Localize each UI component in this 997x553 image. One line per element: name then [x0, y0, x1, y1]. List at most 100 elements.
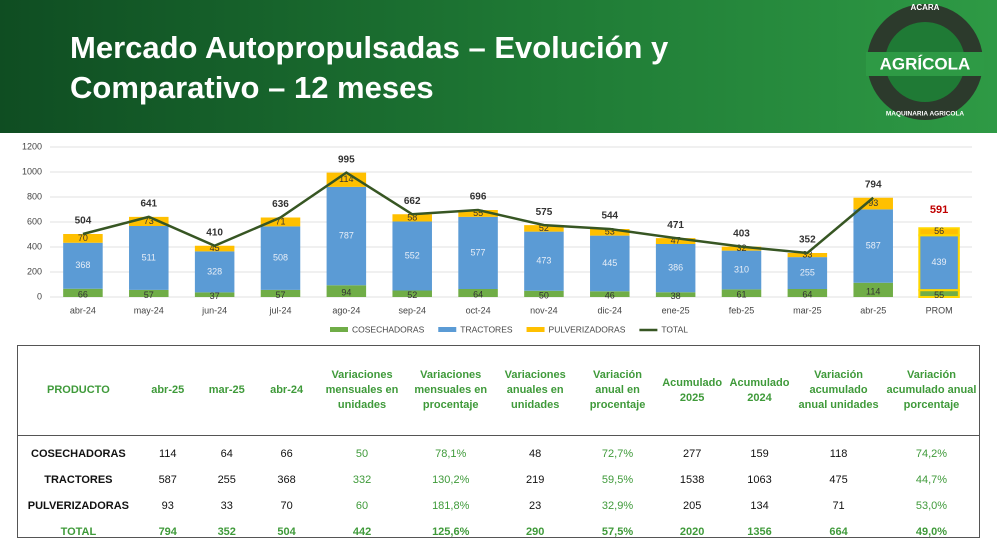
table-cell: 368	[277, 474, 296, 486]
bar-segment	[63, 234, 103, 243]
column-header: Variaciones mensuales en unidades	[316, 346, 408, 436]
x-tick-label: ago-24	[332, 305, 360, 315]
y-tick-label: 400	[27, 241, 42, 251]
bar-segment	[853, 209, 893, 283]
table-cell: 74,2%	[915, 448, 948, 460]
data-label: 552	[405, 250, 420, 260]
total-label: 696	[470, 192, 487, 203]
table-cell: 66	[280, 448, 293, 460]
data-label: 38	[671, 291, 681, 301]
data-label: 114	[866, 286, 880, 296]
bar-segment	[655, 238, 696, 244]
bar-segment	[853, 282, 893, 297]
x-tick-label: may-24	[134, 305, 164, 315]
column-header: PRODUCTO	[18, 346, 139, 436]
data-label: 71	[275, 216, 285, 226]
bar-segment	[590, 229, 630, 236]
bar-segment	[194, 251, 235, 293]
table-cell: 664	[829, 526, 848, 538]
total-label: 544	[601, 211, 618, 222]
legend-label: TOTAL	[661, 324, 688, 334]
table-cell: 205	[682, 500, 702, 512]
bar-segment	[787, 253, 828, 258]
title: Comparativo – 12 meses	[70, 70, 434, 105]
table-cell: 49,0%	[915, 526, 948, 538]
x-tick-label: jun-24	[201, 305, 227, 315]
x-tick-label: nov-24	[530, 305, 558, 315]
bar-segment	[458, 289, 498, 297]
logo-band	[866, 52, 984, 76]
total-label: 641	[140, 199, 157, 210]
title: Mercado Autopropulsadas – Evolución y	[70, 30, 669, 65]
data-label: 50	[539, 290, 549, 300]
data-label: 328	[207, 266, 222, 276]
bar-segment	[392, 221, 432, 291]
bar-segment	[918, 234, 960, 292]
bar-segment	[655, 292, 696, 297]
bar-segment	[590, 291, 630, 297]
data-label: 52	[539, 223, 549, 233]
total-label: 410	[206, 227, 223, 238]
bar-segment	[260, 226, 301, 290]
table-cell: 125,6%	[432, 526, 470, 538]
data-label: 57	[144, 290, 154, 300]
total-label: 403	[733, 228, 750, 239]
data-label: 53	[605, 227, 615, 237]
table: PRODUCTO abr-25 mar-25 abr-24 Variaciones me…	[17, 345, 980, 538]
table-cell: COSECHADORAS	[31, 448, 126, 460]
data-table: PRODUCTO abr-25 mar-25 abr-24 Variaciones me…	[18, 346, 979, 545]
table-row: TOTAL 794 352 504 442 125,6% 290 57,5% 2020 1356 6…	[18, 519, 979, 545]
y-tick-label: 200	[27, 266, 42, 276]
bar-segment	[721, 246, 762, 251]
data-label: 445	[602, 258, 617, 268]
bar-segment	[721, 289, 762, 297]
table-cell: 53,0%	[915, 500, 948, 512]
bar-segment	[918, 227, 960, 237]
x-tick-label: PROM	[926, 305, 953, 315]
data-label: 511	[142, 252, 156, 262]
total-label: 662	[404, 196, 421, 207]
table-cell: 57,5%	[601, 526, 634, 538]
total-label: 636	[272, 199, 289, 210]
bar-segment	[63, 288, 103, 297]
y-tick-label: 1200	[22, 141, 42, 151]
column-header: Variación anual en procentaje	[576, 346, 659, 436]
data-label: 32	[736, 243, 746, 253]
table-cell: 118	[829, 448, 848, 460]
prom-total-label: 591	[930, 204, 948, 216]
data-label: 577	[471, 247, 486, 257]
bar-segment	[655, 244, 696, 293]
column-header: abr-24	[256, 346, 317, 436]
bar-segment	[326, 172, 367, 187]
x-tick-label: jul-24	[268, 305, 291, 315]
bar-segment	[787, 257, 828, 289]
column-header: Acumulado 2024	[725, 346, 794, 436]
table-cell: 2020	[679, 526, 705, 538]
bar-segment	[787, 289, 828, 297]
data-label: 37	[210, 291, 220, 301]
table-cell: 219	[526, 474, 545, 486]
bar-segment	[63, 242, 103, 289]
bar-segment	[194, 245, 235, 252]
y-tick-label: 0	[37, 291, 42, 301]
table-cell: 59,5%	[601, 474, 634, 486]
table-cell: 71	[832, 500, 845, 512]
bar-segment	[853, 197, 893, 210]
table-cell: 44,7%	[915, 474, 948, 486]
data-label: 55	[934, 290, 944, 300]
legend-label: COSECHADORAS	[352, 324, 425, 334]
table-cell: 1063	[747, 474, 772, 486]
data-label: 587	[866, 240, 881, 250]
logo-top: ACARA	[911, 3, 940, 12]
table-cell: 48	[529, 448, 542, 460]
data-label: 94	[341, 288, 351, 298]
table-cell: 93	[161, 500, 174, 512]
data-label: 368	[75, 260, 90, 270]
x-tick-label: dic-24	[598, 305, 623, 315]
table-cell: 504	[277, 526, 296, 538]
total-label: 352	[799, 235, 816, 246]
legend-swatch	[438, 327, 457, 332]
bar-segment	[260, 217, 301, 227]
table-cell: 1538	[679, 474, 705, 486]
